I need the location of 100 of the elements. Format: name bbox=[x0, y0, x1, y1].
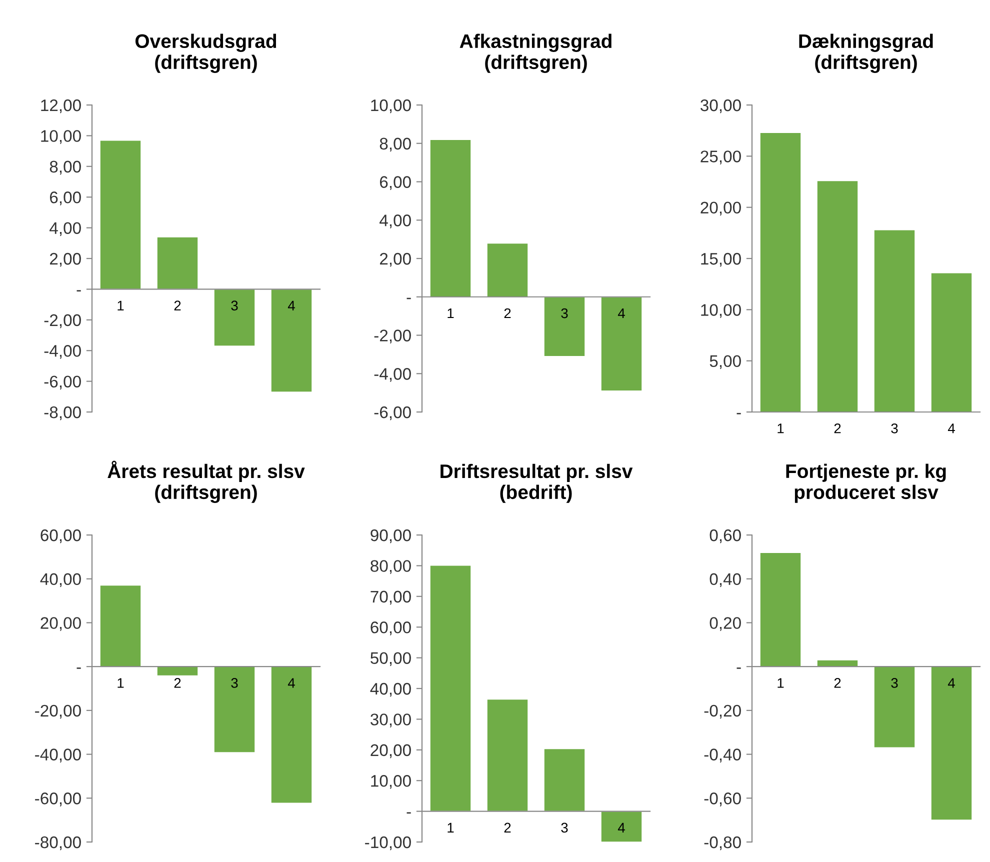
y-tick-label: 10,00 bbox=[41, 130, 81, 144]
bar bbox=[486, 698, 528, 812]
x-tick-label: 2 bbox=[174, 300, 181, 310]
y-tick-label: 60,00 bbox=[370, 622, 411, 636]
y-tick-label: - bbox=[406, 298, 411, 300]
y-tick-label: 25,00 bbox=[700, 150, 741, 164]
bar bbox=[760, 132, 802, 412]
chart-title: Årets resultat pr. slsv (driftsgren) bbox=[108, 460, 305, 504]
y-tick-label: 8,00 bbox=[50, 160, 81, 175]
y-tick-label: 5,00 bbox=[710, 355, 741, 370]
y-tick-label: 0,40 bbox=[710, 573, 741, 588]
chart-title: Dækningsgrad (driftsgren) bbox=[799, 34, 933, 74]
x-tick-label: 2 bbox=[834, 678, 841, 688]
chart-title: Fortjeneste pr. kg produceret slsv bbox=[786, 464, 946, 503]
y-tick-label: -80,00 bbox=[35, 836, 81, 850]
y-tick-label: 20,00 bbox=[370, 744, 411, 758]
y-tick-label: 70,00 bbox=[370, 590, 411, 605]
x-tick-label: 1 bbox=[118, 300, 124, 310]
bar bbox=[544, 748, 586, 812]
y-tick-label: 20,00 bbox=[700, 202, 741, 216]
bar bbox=[430, 139, 472, 298]
y-tick-label: -8,00 bbox=[44, 406, 81, 420]
bar bbox=[760, 552, 802, 667]
y-tick-label: -0,40 bbox=[704, 748, 741, 762]
bar bbox=[430, 564, 472, 812]
y-tick-label: 20,00 bbox=[40, 617, 81, 631]
y-tick-label: -0,60 bbox=[704, 792, 741, 806]
y-tick-label: -4,00 bbox=[44, 345, 81, 359]
y-tick-label: - bbox=[76, 668, 81, 669]
y-tick-label: -40,00 bbox=[35, 748, 81, 762]
y-tick-label: 0,20 bbox=[710, 617, 741, 631]
chart-title: Driftsresultat pr. slsv (bedrift) bbox=[440, 464, 633, 503]
y-tick-label: -2,00 bbox=[374, 330, 411, 344]
y-tick-label: -2,00 bbox=[44, 314, 81, 328]
y-tick-label: 30,00 bbox=[370, 714, 411, 728]
x-tick-label: 3 bbox=[891, 423, 898, 434]
x-tick-label: 3 bbox=[231, 678, 238, 688]
y-tick-label: 4,00 bbox=[380, 214, 411, 228]
y-tick-label: - bbox=[736, 668, 741, 669]
x-tick-label: 1 bbox=[448, 822, 454, 832]
bar bbox=[156, 236, 198, 290]
y-tick-label: 80,00 bbox=[370, 560, 411, 574]
y-tick-label: 4,00 bbox=[50, 222, 81, 236]
bar bbox=[100, 140, 142, 290]
x-tick-label: 2 bbox=[504, 308, 511, 318]
x-tick-label: 4 bbox=[948, 424, 955, 434]
y-tick-label: 90,00 bbox=[370, 529, 411, 544]
x-tick-label: 3 bbox=[561, 822, 568, 833]
y-tick-label: -0,20 bbox=[704, 704, 741, 719]
x-tick-label: 1 bbox=[118, 678, 124, 688]
y-tick-label: 12,00 bbox=[41, 99, 81, 114]
x-tick-label: 2 bbox=[174, 678, 181, 688]
y-tick-label: -6,00 bbox=[374, 406, 411, 420]
y-tick-label: -6,00 bbox=[44, 376, 81, 390]
y-tick-label: -4,00 bbox=[374, 368, 411, 382]
y-tick-label: 10,00 bbox=[701, 304, 741, 318]
y-tick-label: -0,80 bbox=[704, 836, 741, 850]
y-tick-label: -20,00 bbox=[35, 704, 81, 719]
y-tick-label: 6,00 bbox=[50, 192, 81, 206]
y-tick-label: 10,00 bbox=[371, 99, 411, 114]
bar bbox=[270, 288, 312, 392]
chart-title: Afkastningsgrad (driftsgren) bbox=[460, 34, 612, 74]
y-tick-label: 40,00 bbox=[370, 682, 411, 697]
y-tick-label: - bbox=[406, 812, 411, 814]
bar bbox=[600, 810, 642, 842]
bar bbox=[214, 288, 256, 346]
bar bbox=[874, 666, 916, 748]
x-tick-label: 4 bbox=[618, 308, 625, 318]
bar bbox=[874, 229, 916, 412]
y-tick-label: - bbox=[736, 412, 741, 414]
bar bbox=[930, 272, 972, 412]
x-tick-label: 3 bbox=[561, 308, 568, 318]
y-tick-label: -60,00 bbox=[35, 792, 81, 806]
bar bbox=[930, 666, 972, 820]
x-tick-label: 2 bbox=[504, 822, 511, 832]
x-tick-label: 3 bbox=[891, 678, 898, 688]
y-tick-label: 2,00 bbox=[380, 252, 411, 267]
x-tick-label: 4 bbox=[948, 678, 955, 688]
y-tick-label: 0,60 bbox=[710, 529, 741, 544]
x-tick-label: 4 bbox=[288, 300, 295, 310]
x-tick-label: 1 bbox=[778, 678, 784, 688]
x-tick-label: 1 bbox=[448, 308, 454, 318]
y-tick-label: 6,00 bbox=[380, 176, 411, 190]
x-tick-label: 4 bbox=[288, 678, 295, 688]
bar bbox=[816, 180, 858, 412]
x-tick-label: 3 bbox=[231, 300, 238, 311]
chart-title: Overskudsgrad (driftsgren) bbox=[135, 34, 276, 74]
y-tick-label: -10,00 bbox=[365, 836, 411, 850]
y-tick-label: 50,00 bbox=[370, 652, 411, 666]
y-tick-label: 40,00 bbox=[40, 573, 81, 588]
y-tick-label: - bbox=[76, 290, 81, 292]
bar bbox=[600, 296, 642, 392]
y-tick-label: 10,00 bbox=[371, 775, 411, 789]
y-tick-label: 30,00 bbox=[700, 99, 741, 114]
x-tick-label: 1 bbox=[778, 424, 784, 434]
bar bbox=[544, 296, 586, 357]
y-tick-label: 2,00 bbox=[50, 252, 81, 267]
bar bbox=[486, 242, 528, 298]
x-tick-label: 4 bbox=[618, 822, 625, 832]
x-tick-label: 2 bbox=[834, 423, 841, 434]
